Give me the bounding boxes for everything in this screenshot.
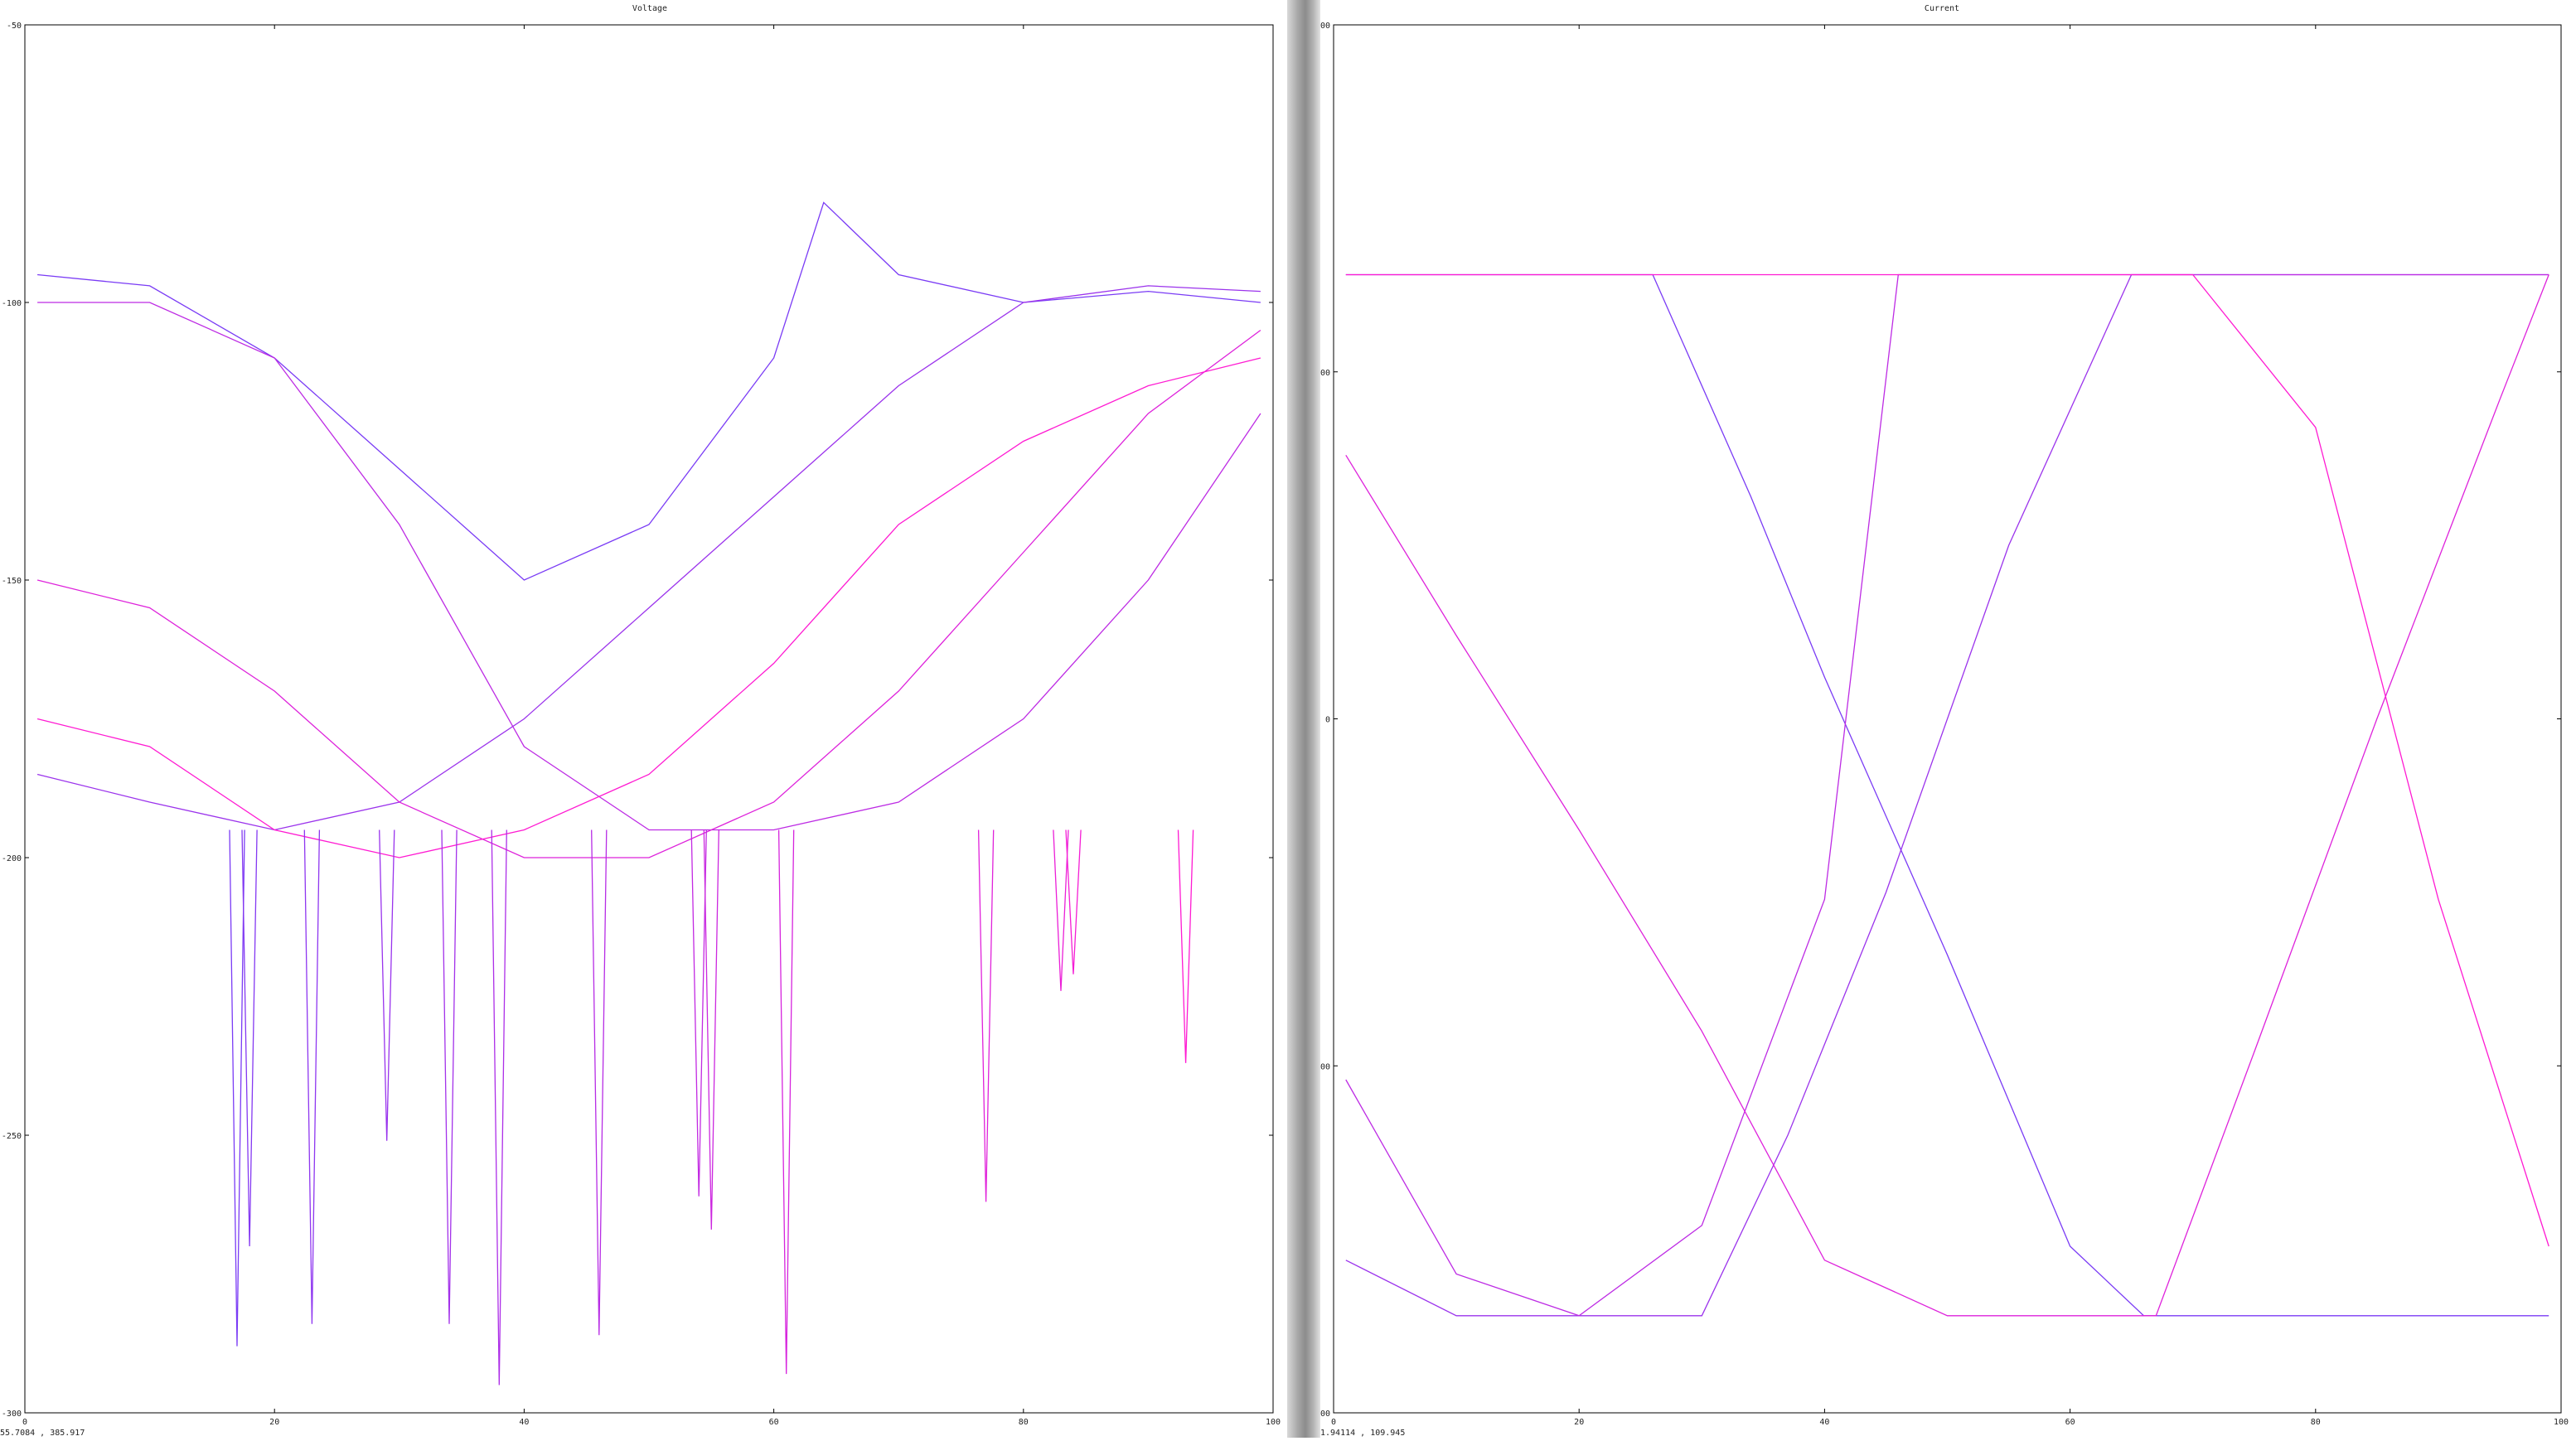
- y-tick-label: -250: [2, 1132, 22, 1141]
- spike-mark: [977, 829, 995, 1202]
- series-line: [37, 201, 1261, 581]
- spike-mark: [491, 829, 507, 1385]
- series-line: [36, 329, 1261, 858]
- series-line: [1345, 273, 2549, 1317]
- spike-mark: [1177, 829, 1194, 1063]
- y-tick-label: -100: [2, 299, 22, 308]
- series-line: [1345, 273, 2549, 1247]
- series-line: [1345, 273, 2549, 1317]
- x-tick-label: 40: [1819, 1418, 1829, 1427]
- y-tick-label: -500: [1320, 1062, 1330, 1071]
- y-tick-label: -200: [2, 854, 22, 863]
- spike-mark: [1065, 829, 1082, 974]
- x-tick-label: 80: [2311, 1418, 2321, 1427]
- series-line: [1345, 273, 2549, 1317]
- y-tick-label: 0: [1325, 716, 1330, 725]
- x-tick-label: 20: [269, 1418, 279, 1427]
- x-tick-label: 100: [2554, 1418, 2569, 1427]
- spike-mark: [379, 829, 395, 1141]
- series-line: [36, 285, 1261, 831]
- voltage-panel: Voltage 0 20 40 60 80 100 -50 -100 -150 -200 -250 -…: [0, 0, 1287, 1438]
- y-tick-label: -300: [2, 1410, 22, 1419]
- voltage-cursor-readout: 55.7084 , 385.917: [0, 1429, 85, 1438]
- y-tick-label: -50: [7, 22, 22, 31]
- spike-mark: [441, 829, 458, 1324]
- spike-mark: [229, 829, 245, 1347]
- x-tick-label: 60: [2065, 1418, 2075, 1427]
- series-line: [36, 357, 1261, 858]
- current-chart-title: Current: [1925, 4, 1959, 13]
- y-tick-label: -150: [2, 577, 22, 586]
- x-tick-label: 100: [1266, 1418, 1281, 1427]
- voltage-chart[interactable]: Voltage 0 20 40 60 80 100 -50 -100 -150 -200 -250 -…: [0, 0, 1287, 1438]
- series-group: [36, 201, 1261, 1385]
- spike-mark: [303, 829, 321, 1324]
- spike-mark: [241, 829, 258, 1247]
- spike-mark: [703, 829, 719, 1230]
- series-line: [37, 302, 1261, 831]
- spike-mark: [690, 829, 707, 1197]
- spike-mark: [591, 829, 608, 1336]
- series-line: [1345, 274, 2549, 1317]
- x-tick-label: 40: [519, 1418, 529, 1427]
- spike-mark: [1053, 829, 1069, 991]
- y-tick-label: 500: [1320, 369, 1330, 378]
- current-cursor-readout: 1.94114 , 109.945: [1320, 1429, 1406, 1438]
- x-tick-label: 80: [1019, 1418, 1029, 1427]
- panel-splitter[interactable]: [1287, 0, 1320, 1438]
- plot-frame: [24, 24, 1274, 1414]
- voltage-chart-title: Voltage: [632, 4, 667, 13]
- x-tick-label: 60: [769, 1418, 779, 1427]
- x-tick-label: 20: [1574, 1418, 1584, 1427]
- x-tick-label: 0: [22, 1418, 27, 1427]
- spike-mark: [777, 829, 795, 1375]
- series-group: [1345, 273, 2549, 1317]
- x-tick-label: 0: [1331, 1418, 1336, 1427]
